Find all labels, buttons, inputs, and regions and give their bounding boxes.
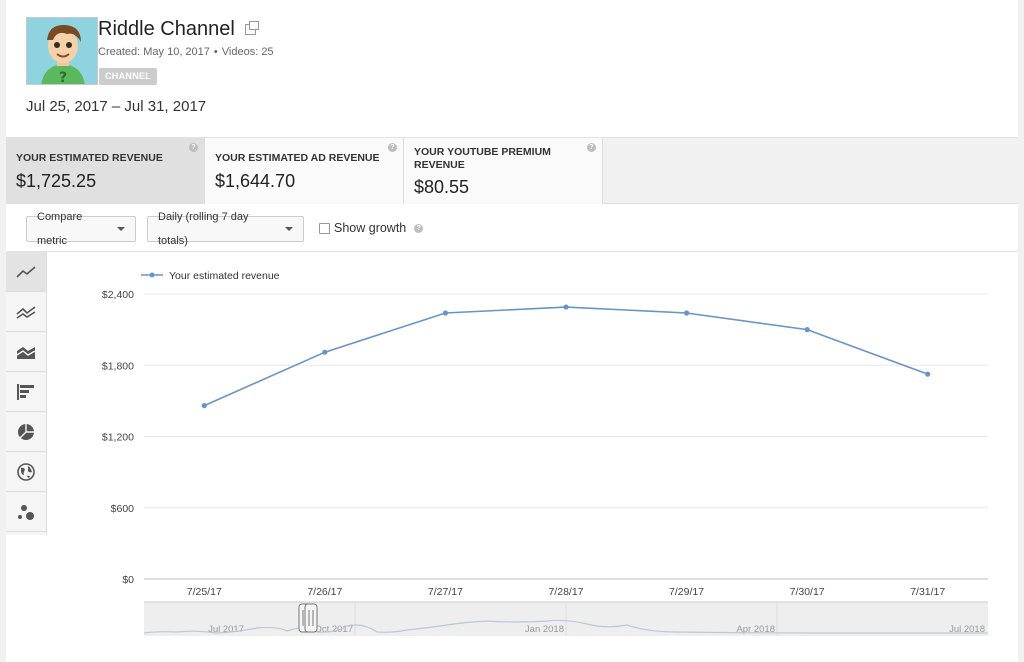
series-layer[interactable] [201, 304, 931, 409]
metric-label: YOUR ESTIMATED REVENUE [16, 152, 163, 164]
channel-name[interactable]: Riddle Channel [98, 18, 235, 40]
legend-label: Your estimated revenue [169, 270, 280, 282]
compare-metric-dropdown[interactable]: Compare metric [26, 211, 136, 247]
data-point[interactable] [563, 304, 569, 310]
y-tick-label: $1,800 [102, 360, 134, 372]
metric-card-estimated-revenue[interactable]: YOUR ESTIMATED REVENUE $1,725.25 ? [6, 138, 205, 204]
metric-value: $1,725.25 [16, 171, 97, 191]
multi-line-chart-icon [16, 305, 36, 319]
overview-label: Jan 2018 [525, 624, 564, 635]
overview-label: Apr 2018 [736, 624, 775, 635]
granularity-label: Daily (rolling 7 day totals) [158, 211, 249, 247]
metric-card-ad-revenue[interactable]: YOUR ESTIMATED AD REVENUE $1,644.70 ? [205, 138, 404, 204]
legend-marker [149, 272, 155, 278]
y-tick-label: $0 [122, 574, 134, 586]
x-axis-ticks: 7/25/17 7/26/17 7/27/17 7/28/17 7/29/17 7/30/… [187, 586, 946, 598]
overview-label: Jul 2017 [208, 624, 244, 635]
range-overview[interactable]: Jul 2017 Oct 2017 Jan 2018 Apr 2018 Jul 2018 [143, 601, 988, 636]
external-link-icon[interactable] [244, 21, 259, 35]
stacked-area-chart-button[interactable] [6, 332, 46, 372]
pie-chart-icon [18, 423, 34, 440]
help-icon[interactable]: ? [587, 143, 596, 152]
compare-metric-label: Compare metric [37, 211, 83, 247]
data-point[interactable] [925, 371, 931, 377]
help-icon[interactable]: ? [189, 143, 198, 152]
pie-chart-button[interactable] [6, 412, 46, 452]
help-icon[interactable]: ? [414, 223, 424, 233]
channel-avatar[interactable]: ? [26, 17, 98, 85]
globe-map-icon [17, 462, 35, 481]
chart-svg: $0$600$1,200$1,800$2,400 7/25/17 7/26/17 7… [102, 270, 988, 636]
data-point[interactable] [683, 310, 690, 316]
metric-label: YOUR ESTIMATED AD REVENUE [215, 152, 380, 164]
metric-card-premium-revenue[interactable]: YOUR YOUTUBE PREMIUM REVENUE $80.55 ? [404, 138, 603, 204]
chart-legend[interactable]: Your estimated revenue [141, 270, 280, 282]
created-date: Created: May 10, 2017 [98, 46, 210, 58]
overview-labels: Jul 2017 Oct 2017 Jan 2018 Apr 2018 Jul 2018 [208, 602, 985, 636]
separator-dot: • [213, 46, 218, 58]
metric-value: $1,644.70 [215, 171, 296, 191]
y-axis-ticks: $0 $600 $1,200 $1,800 $2,400 [102, 289, 134, 586]
data-point[interactable] [442, 310, 449, 316]
x-tick-label: 7/27/17 [428, 586, 463, 598]
revenue-chart: $0 $600 $1,200 $1,800 $2,400 7/25/17 7/26/17 7… [47, 252, 1018, 662]
bubble-chart-button[interactable] [6, 492, 46, 532]
bubble-chart-icon [18, 504, 34, 520]
channel-meta: Created: May 10, 2017 • Videos: 25 [98, 46, 274, 58]
bar-chart-icon [17, 383, 34, 400]
line-chart-icon [16, 265, 36, 278]
show-growth-checkbox[interactable] [319, 222, 330, 234]
data-point[interactable] [804, 327, 810, 333]
channel-header: ? Riddle Channel Created: May 10, 2017 • V… [6, 0, 1018, 138]
multi-line-chart-button[interactable] [6, 292, 46, 332]
y-tick-label: $1,200 [102, 432, 134, 444]
chevron-down-icon [285, 227, 293, 231]
x-tick-label: 7/26/17 [307, 586, 342, 598]
overview-sparkline [143, 619, 988, 634]
channel-badge: CHANNEL [99, 68, 158, 85]
overview-label: Oct 2017 [314, 624, 353, 635]
y-tick-label: $2,400 [102, 289, 134, 301]
granularity-dropdown[interactable]: Daily (rolling 7 day totals) [147, 211, 304, 247]
show-growth-toggle[interactable]: Show growth ? [319, 221, 424, 235]
series-line[interactable] [203, 306, 928, 407]
x-tick-label: 7/25/17 [187, 586, 222, 598]
y-tick-label: $600 [111, 503, 135, 515]
data-point[interactable] [322, 349, 328, 355]
video-count: Videos: 25 [221, 46, 274, 58]
range-handle-right[interactable] [304, 603, 318, 633]
stacked-area-chart-icon [16, 346, 36, 359]
x-tick-label: 7/28/17 [548, 586, 583, 598]
show-growth-label: Show growth [334, 221, 407, 235]
date-range: Jul 25, 2017 – Jul 31, 2017 [26, 98, 207, 115]
overview-label: Jul 2018 [949, 624, 985, 635]
metric-cards: YOUR ESTIMATED REVENUE $1,725.25 ? YOUR … [6, 138, 1018, 204]
x-tick-label: 7/31/17 [910, 586, 945, 598]
grid-lines [144, 293, 988, 580]
help-icon[interactable]: ? [388, 143, 397, 152]
analytics-page: ? Riddle Channel Created: May 10, 2017 • V… [6, 0, 1018, 662]
map-chart-button[interactable] [6, 452, 46, 492]
metric-value: $80.55 [414, 177, 470, 197]
chart-type-toolbar [6, 252, 47, 535]
line-chart-button[interactable] [6, 252, 46, 292]
metric-label: YOUR YOUTUBE PREMIUM REVENUE [414, 146, 551, 171]
data-point[interactable] [201, 403, 207, 409]
svg-text:?: ? [59, 70, 67, 85]
bar-chart-button[interactable] [6, 372, 46, 412]
channel-title[interactable]: Riddle Channel [98, 18, 259, 41]
chart-controls: Compare metric Daily (rolling 7 day tota… [6, 205, 1018, 252]
x-tick-label: 7/29/17 [669, 586, 704, 598]
chevron-down-icon [117, 227, 125, 231]
x-tick-label: 7/30/17 [790, 586, 825, 598]
